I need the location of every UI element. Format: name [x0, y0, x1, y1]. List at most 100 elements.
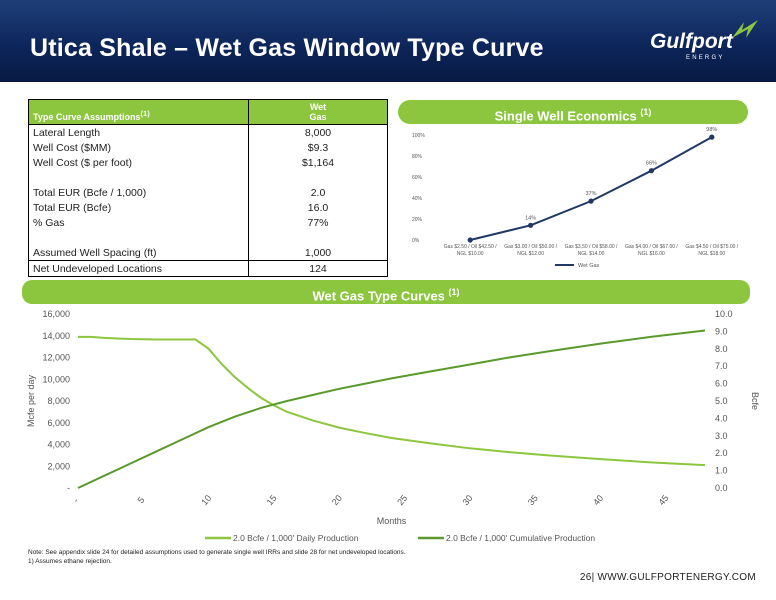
page-number: 26: [579, 572, 592, 583]
assumptions-header: Type Curve Assumptions(1): [28, 99, 249, 125]
econ-data-label: 66%: [646, 161, 657, 167]
single-well-economics-banner: Single Well Economics (1): [398, 100, 748, 124]
wet-y-axis-title: Mcfe per day: [26, 374, 36, 427]
econ-y-tick-label: 60%: [412, 175, 423, 181]
wet-gas-type-curves-banner: Wet Gas Type Curves (1): [22, 280, 750, 304]
company-logo: Gulfport ENERGY: [650, 18, 760, 68]
footnote: Note: See appendix slide 24 for detailed…: [28, 549, 406, 565]
assumption-value: 2.0: [248, 185, 388, 200]
econ-data-label: 37%: [585, 191, 596, 197]
wet-y-tick-label: 2,000: [47, 461, 70, 471]
econ-x-tick-label: Gas $2.50 / Oil $42.50 /: [444, 244, 497, 250]
assumption-value: $9.3: [248, 140, 388, 155]
assumption-label: Well Cost ($ per foot): [28, 155, 249, 170]
econ-x-tick-label: NGL $16.00: [638, 251, 665, 257]
assumption-value: 77%: [248, 215, 388, 230]
assumption-label: Assumed Well Spacing (ft): [28, 245, 249, 261]
assumption-row: Lateral Length 8,000: [28, 124, 388, 140]
wet-y2-tick-label: 8.0: [715, 344, 728, 354]
wet-y-tick-label: 8,000: [47, 396, 70, 406]
wet-series-line: [78, 335, 706, 467]
wet-y-tick-label: 14,000: [42, 331, 70, 341]
wet-y2-tick-label: 5.0: [715, 396, 728, 406]
econ-y-tick-label: 0%: [412, 238, 420, 244]
assumption-label: Total EUR (Bcfe): [28, 200, 249, 215]
assumption-value: [248, 170, 388, 185]
assumption-row: Total EUR (Bcfe / 1,000) 2.0: [28, 185, 388, 200]
logo-flame-icon: [732, 20, 758, 38]
assumption-value: 124: [248, 260, 388, 277]
econ-y-tick-label: 80%: [412, 154, 423, 160]
wet-y-tick-label: 4,000: [47, 440, 70, 450]
assumption-row: Assumed Well Spacing (ft) 1,000: [28, 245, 388, 261]
assumption-row: % Gas 77%: [28, 215, 388, 230]
wet-y2-tick-label: 7.0: [715, 361, 728, 371]
assumption-row: Well Cost ($ per foot) $1,164: [28, 155, 388, 170]
assumption-value: 16.0: [248, 200, 388, 215]
econ-x-tick-label: NGL $10.00: [457, 251, 484, 257]
wet-gas-column-header: Wet Gas: [248, 99, 388, 125]
econ-data-point: [588, 198, 594, 204]
wet-y2-tick-label: 2.0: [715, 448, 728, 458]
page-title: Utica Shale – Wet Gas Window Type Curve: [30, 34, 544, 62]
assumption-label: Lateral Length: [28, 124, 249, 140]
wet-x-tick-label: 20: [330, 493, 344, 507]
assumption-label: % Gas: [28, 215, 249, 230]
econ-data-label: 14%: [525, 215, 536, 221]
wet-x-axis-title: Months: [377, 516, 407, 526]
assumption-value: 1,000: [248, 245, 388, 261]
wet-x-tick-label: 45: [656, 493, 670, 507]
wet-legend-label: 2.0 Bcfe / 1,000' Daily Production: [233, 533, 359, 543]
wet-y2-tick-label: 0.0: [715, 483, 728, 493]
econ-y-tick-label: 100%: [412, 133, 425, 139]
assumption-row: [28, 170, 388, 185]
econ-x-tick-label: Gas $3.00 / Oil $50.00 /: [504, 244, 557, 250]
assumption-value: [248, 230, 388, 245]
wet-x-tick-label: 15: [265, 493, 279, 507]
econ-data-point: [467, 237, 473, 243]
econ-y-tick-label: 40%: [412, 196, 423, 202]
header-bar: Utica Shale – Wet Gas Window Type Curve …: [0, 0, 776, 82]
wet-x-tick-label: 30: [461, 493, 475, 507]
assumption-value: 8,000: [248, 124, 388, 140]
wet-y2-tick-label: 1.0: [715, 466, 728, 476]
footer: 26| WWW.GULFPORTENERGY.COM: [580, 572, 756, 583]
wet-y-tick-label: -: [67, 483, 70, 493]
assumption-label: Total EUR (Bcfe / 1,000): [28, 185, 249, 200]
logo-word: Gulfport: [650, 30, 733, 53]
assumption-label: [28, 170, 249, 185]
wet-x-tick-label: 35: [526, 493, 540, 507]
econ-x-tick-label: Gas $4.50 / Oil $75.00 /: [685, 244, 738, 250]
wet-y-tick-label: 16,000: [42, 309, 70, 319]
type-curve-assumptions-table: Type Curve Assumptions(1) Wet Gas Latera…: [28, 99, 388, 277]
wet-y-tick-label: 6,000: [47, 418, 70, 428]
econ-legend-label: Wet Gas: [578, 263, 600, 269]
assumption-row: Well Cost ($MM) $9.3: [28, 140, 388, 155]
assumption-row: Total EUR (Bcfe) 16.0: [28, 200, 388, 215]
wet-x-tick-label: 5: [136, 495, 147, 505]
wet-y2-axis-title: Bcfe: [750, 392, 760, 410]
assumption-row: Net Undeveloped Locations 124: [28, 260, 388, 277]
econ-data-point: [528, 222, 534, 228]
wet-y-tick-label: 10,000: [42, 374, 70, 384]
wet-x-tick-label: 40: [591, 493, 605, 507]
wet-y2-tick-label: 6.0: [715, 379, 728, 389]
econ-x-tick-label: Gas $3.50 / Oil $58.00 /: [565, 244, 618, 250]
econ-data-point: [648, 168, 655, 174]
econ-data-label: 98%: [706, 127, 717, 133]
website-link[interactable]: | WWW.GULFPORTENERGY.COM: [591, 572, 756, 583]
wet-x-tick-label: -: [71, 496, 81, 505]
wet-y2-tick-label: 9.0: [715, 326, 728, 336]
wet-y-tick-label: 12,000: [42, 353, 70, 363]
wet-x-tick-label: 25: [395, 493, 409, 507]
wet-y2-tick-label: 4.0: [715, 413, 728, 423]
wet-series-line: [77, 329, 706, 489]
econ-series-line: [469, 136, 713, 241]
econ-data-point: [709, 134, 715, 140]
econ-x-tick-label: Gas $4.00 / Oil $67.00 /: [625, 244, 678, 250]
wet-y2-tick-label: 3.0: [715, 431, 728, 441]
econ-y-tick-label: 20%: [412, 217, 423, 223]
wet-y2-tick-label: 10.0: [715, 309, 733, 319]
logo-sub: ENERGY: [686, 55, 725, 61]
assumption-label: Well Cost ($MM): [28, 140, 249, 155]
